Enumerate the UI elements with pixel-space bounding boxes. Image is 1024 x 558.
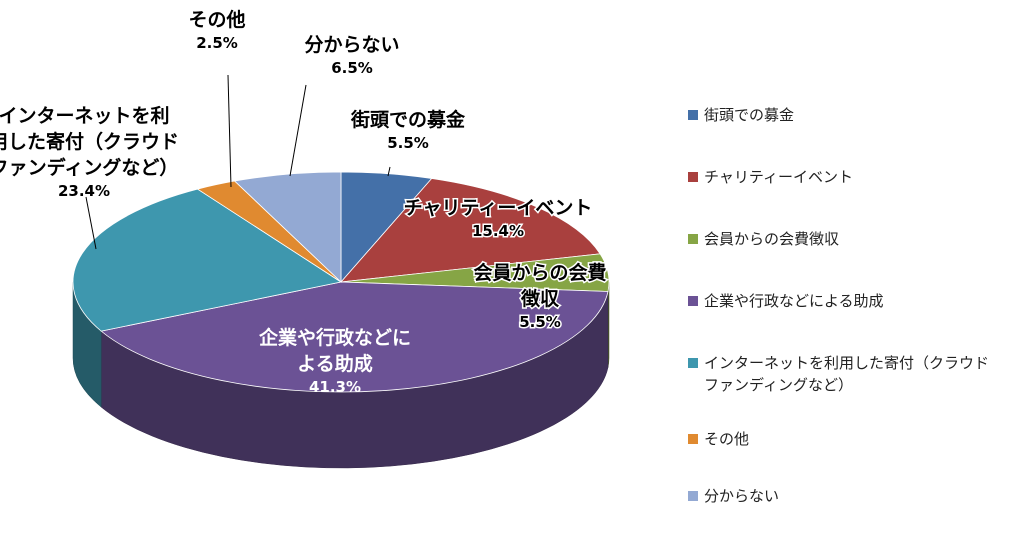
legend-swatch-3 [688,296,698,306]
slice-label-5-line-0: その他 [188,8,245,31]
slice-label-2-line-1: 徴収 [520,287,560,310]
leader-line-0 [85,196,97,250]
legend-swatch-2 [688,234,698,244]
legend-item-6: 分からない [688,485,779,507]
slice-label-3-line-1: よる助成 [297,352,372,375]
leader-line-1 [227,74,232,188]
pie-slice-1 [340,178,601,283]
slice-value-1: 15.4% [472,222,524,240]
slice-value-6: 6.5% [331,59,373,77]
legend-item-1: チャリティーイベント [688,166,853,188]
slice-label-6-line-0: 分からない [304,34,399,56]
legend-swatch-4 [688,358,698,368]
legend-label-2: 会員からの会費徴収 [704,230,840,248]
legend-swatch-6 [688,491,698,501]
legend-item-5: その他 [688,428,749,450]
slice-value-0: 5.5% [387,134,429,152]
slice-label-2-line-0: 会員からの会費 [473,261,606,284]
legend-item-2: 会員からの会費徴収 [688,228,839,250]
slice-labels: 街頭での募金 5.5% チャリティーイベント 15.4% 会員からの会費徴収 5.5% 企業… [0,8,608,396]
slice-value-4: 23.4% [58,182,110,200]
leader-line-2 [289,84,307,177]
legend-label-3: 企業や行政などによる助成 [704,292,884,310]
pie-slices [72,171,610,393]
legend-label-1: チャリティーイベント [704,168,853,186]
slice-label-4-line-1: 用した寄付（クラウド [0,130,179,153]
legend-label-6: 分からない [704,487,780,505]
legend-label-0: 街頭での募金 [704,106,795,124]
legend-item-4: インターネットを利用した寄付（クラウド ファンディングなど） [688,352,989,396]
pie-slice-4 [72,188,343,332]
leader-line-3 [387,166,391,177]
pie-slice-6 [233,171,342,283]
leader-lines [85,74,391,250]
slice-label-4-line-2: ファンディングなど） [0,156,178,179]
legend-swatch-1 [688,172,698,182]
slice-label-3-line-0: 企業や行政などに [258,326,411,349]
legend-swatch-0 [688,110,698,120]
legend-item-3: 企業や行政などによる助成 [688,290,884,312]
legend-label-5: その他 [704,430,750,448]
slice-value-5: 2.5% [196,34,238,52]
legend-swatch-5 [688,434,698,444]
slice-label-0-line-0: 街頭での募金 [350,108,466,131]
legend-item-0: 街頭での募金 [688,104,794,126]
slice-label-4-line-0: インターネットを利 [0,105,170,127]
legend-label-4: インターネットを利用した寄付（クラウド ファンディングなど） [704,354,990,394]
pie-chart: 街頭での募金 5.5% チャリティーイベント 15.4% 会員からの会費徴収 5.5% 企業… [0,8,610,469]
slice-label-1-line-0: チャリティーイベント [404,197,593,219]
pie-slice-3 [100,281,609,393]
slice-value-2: 5.5% [519,313,561,331]
slice-value-3: 41.3% [309,378,361,396]
